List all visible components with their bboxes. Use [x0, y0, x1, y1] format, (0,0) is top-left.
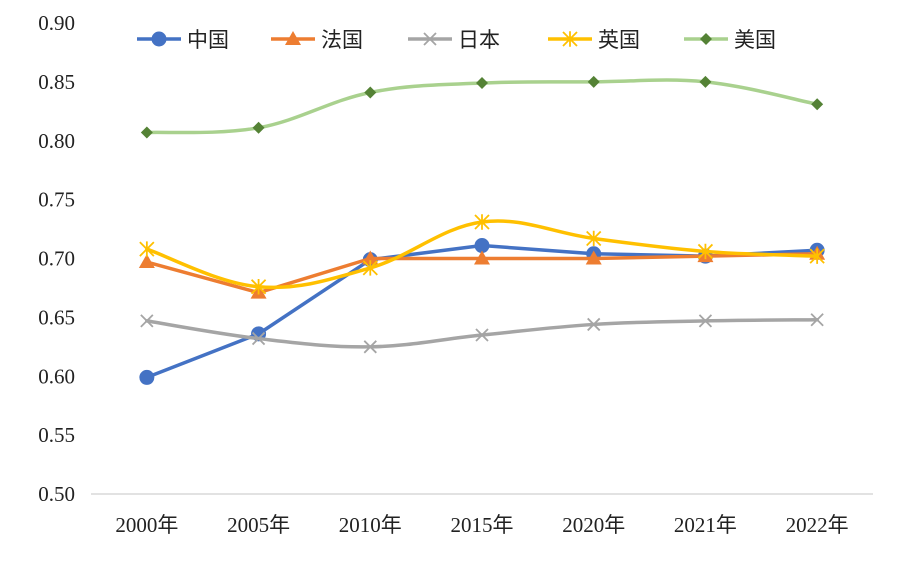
legend-marker	[151, 31, 167, 47]
y-tick-label: 0.55	[38, 423, 75, 447]
data-point	[139, 241, 155, 257]
legend-item: 中国	[137, 28, 229, 52]
data-point	[474, 250, 490, 265]
data-point	[138, 254, 155, 269]
data-point	[252, 121, 265, 134]
series-4	[140, 75, 824, 139]
y-tick-label: 0.60	[38, 364, 75, 388]
series-layer	[138, 75, 826, 385]
data-point	[362, 250, 379, 265]
legend-label: 美国	[734, 28, 776, 52]
legend-item: 美国	[684, 28, 776, 52]
x-tick-label: 2021年	[674, 513, 737, 537]
x-tick-label: 2015年	[451, 513, 514, 537]
legend-item: 日本	[408, 28, 500, 52]
legend-marker	[700, 33, 712, 45]
x-tick-label: 2020年	[562, 513, 625, 537]
data-point	[587, 75, 600, 88]
data-point	[698, 314, 713, 328]
y-tick-label: 0.85	[38, 70, 75, 94]
data-point	[585, 250, 602, 265]
series-line	[145, 243, 819, 380]
data-point	[140, 126, 153, 139]
data-point	[475, 328, 489, 342]
data-point	[476, 77, 488, 90]
data-point	[809, 248, 825, 264]
legend-label: 日本	[458, 28, 500, 52]
y-tick-label: 0.75	[38, 188, 75, 212]
data-point	[699, 75, 712, 88]
y-tick-label: 0.50	[38, 482, 75, 506]
legend-item: 法国	[271, 28, 363, 52]
series-2	[140, 313, 824, 354]
y-tick-label: 0.80	[38, 129, 75, 153]
legend-marker	[562, 31, 578, 47]
legend: 中国 法国 日本 英国 美国	[137, 28, 776, 52]
data-point	[251, 331, 266, 346]
legend-label: 英国	[598, 28, 640, 52]
y-tick-label: 0.90	[38, 11, 75, 35]
legend-item: 英国	[548, 28, 640, 52]
series-3	[139, 214, 825, 295]
data-point	[363, 340, 377, 354]
x-tick-label: 2022年	[786, 513, 849, 537]
y-tick-label: 0.65	[38, 305, 75, 329]
data-point	[140, 314, 154, 328]
x-tick-label: 2005年	[227, 513, 290, 537]
data-point	[139, 369, 155, 385]
data-point	[810, 313, 824, 327]
legend-marker	[423, 32, 437, 46]
legend-label: 中国	[187, 28, 229, 52]
data-point	[587, 317, 601, 332]
data-point	[811, 98, 824, 111]
data-point	[250, 279, 267, 295]
legend-label: 法国	[321, 28, 363, 52]
data-point	[474, 238, 490, 254]
y-tick-label: 0.70	[38, 247, 75, 271]
x-tick-label: 2010年	[339, 513, 402, 537]
data-point	[474, 214, 490, 230]
data-point	[697, 243, 714, 260]
x-tick-label: 2000年	[115, 513, 178, 537]
data-point	[364, 86, 377, 99]
data-point	[362, 260, 378, 276]
legend-marker	[285, 31, 301, 45]
axes: 0.50 0.55 0.60 0.65 0.70 0.75 0.80 0.85 0.90 2000…	[38, 11, 873, 537]
series-line	[145, 317, 819, 349]
data-point	[586, 230, 602, 247]
